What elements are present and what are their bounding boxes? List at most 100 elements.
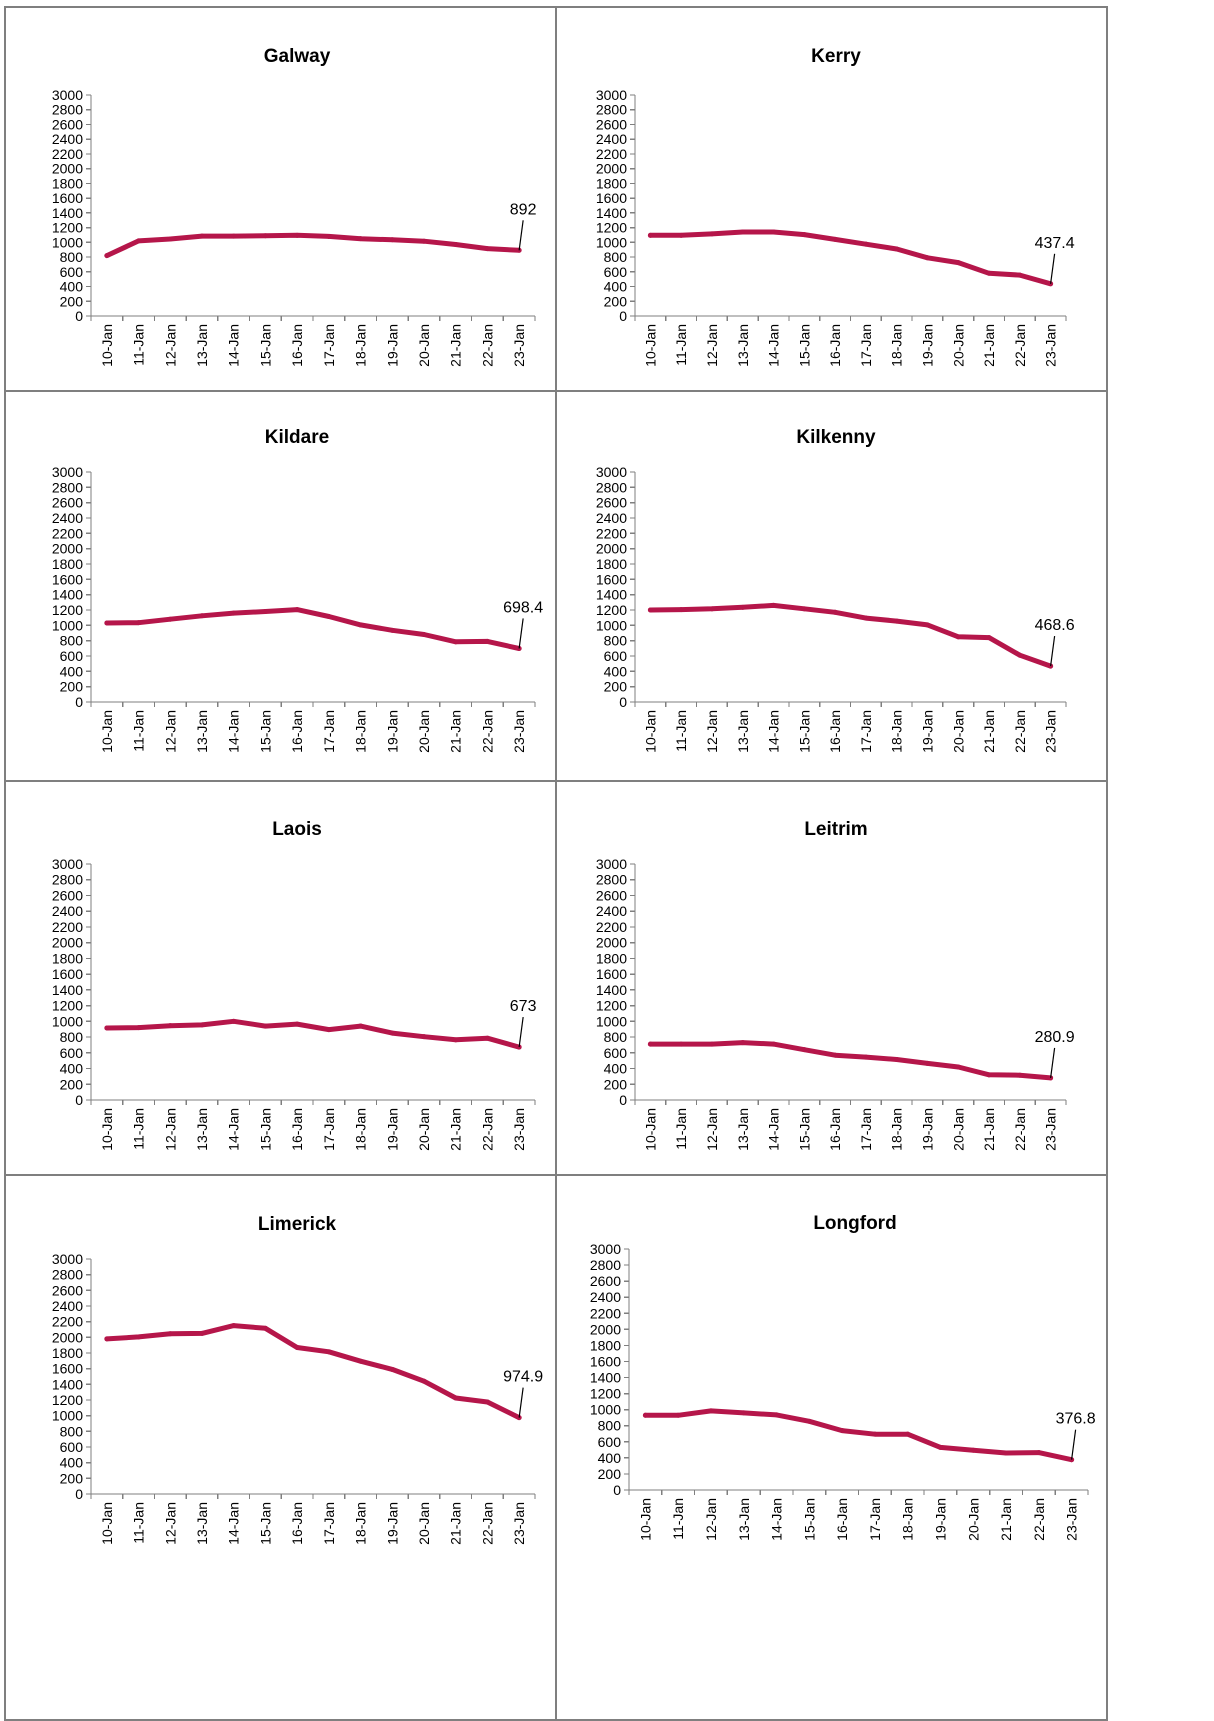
data-point (294, 1345, 300, 1351)
data-point (863, 1054, 869, 1060)
x-tick-label: 13-Jan (194, 1502, 210, 1545)
y-tick-label: 1000 (52, 1013, 83, 1029)
x-tick-label: 20-Jan (950, 1108, 966, 1151)
y-tick-label: 1600 (52, 966, 83, 982)
data-point (955, 634, 961, 640)
x-tick-label: 22-Jan (1012, 1108, 1028, 1151)
y-tick-label: 200 (60, 1076, 84, 1092)
data-point (326, 233, 332, 239)
x-tick-label: 11-Jan (673, 710, 689, 752)
data-label-leader (1050, 1047, 1056, 1078)
y-tick-label: 1400 (596, 587, 627, 603)
data-point (678, 607, 684, 613)
x-tick-label: 10-Jan (637, 1498, 653, 1541)
y-tick-label: 2400 (52, 1298, 83, 1314)
y-tick-label: 0 (619, 694, 627, 710)
data-point (924, 622, 930, 628)
x-tick-label: 23-Jan (1064, 1498, 1080, 1541)
data-point (231, 610, 237, 616)
x-tick-label: 16-Jan (827, 710, 843, 753)
x-tick-label: 17-Jan (321, 710, 337, 753)
x-tick-label: 18-Jan (353, 710, 369, 753)
y-tick-label: 2000 (52, 161, 83, 177)
y-tick-label: 2200 (52, 146, 83, 162)
chart-title: Galway (264, 46, 331, 67)
y-tick-label: 600 (60, 648, 84, 664)
x-tick-label: 10-Jan (99, 710, 115, 753)
data-point (894, 1056, 900, 1062)
y-tick-label: 1800 (52, 950, 83, 966)
x-tick-label: 22-Jan (479, 1108, 495, 1151)
y-tick-label: 1000 (52, 234, 83, 250)
y-tick-label: 400 (60, 1061, 84, 1077)
data-label-leader (1071, 1429, 1077, 1460)
y-tick-label: 2000 (52, 541, 83, 557)
y-tick-label: 1800 (52, 556, 83, 572)
data-label: 280.9 (1035, 1029, 1075, 1046)
chart-kerry: Kerry02004006008001000120014001600180020… (596, 46, 1075, 367)
y-tick-label: 1000 (596, 1013, 627, 1029)
y-tick-label: 600 (604, 1045, 628, 1061)
chart-title: Kilkenny (796, 427, 876, 448)
data-point (389, 237, 395, 243)
data-point (231, 233, 237, 239)
x-tick-label: 17-Jan (858, 1108, 874, 1151)
x-tick-label: 10-Jan (99, 1502, 115, 1545)
y-tick-label: 1200 (52, 998, 83, 1014)
y-tick-label: 1200 (596, 220, 627, 236)
x-tick-label: 15-Jan (257, 324, 273, 367)
data-label-leader (1050, 635, 1056, 667)
data-point (708, 1408, 714, 1414)
y-tick-label: 1800 (52, 175, 83, 191)
x-tick-label: 21-Jan (448, 1502, 464, 1545)
data-point (167, 236, 173, 242)
data-point (771, 602, 777, 608)
data-point (421, 1034, 427, 1040)
x-tick-label: 14-Jan (226, 1502, 242, 1545)
data-point (678, 232, 684, 238)
y-tick-label: 2800 (52, 872, 83, 888)
y-tick-label: 2200 (52, 1314, 83, 1330)
data-point (389, 1366, 395, 1372)
y-tick-label: 1600 (52, 571, 83, 587)
x-tick-label: 21-Jan (981, 710, 997, 753)
x-tick-label: 18-Jan (353, 324, 369, 367)
y-tick-label: 2200 (590, 1305, 621, 1321)
x-tick-label: 22-Jan (479, 710, 495, 753)
x-tick-label: 12-Jan (162, 710, 178, 753)
x-tick-label: 23-Jan (1043, 324, 1059, 367)
y-tick-label: 3000 (52, 856, 83, 872)
chart-title: Leitrim (804, 819, 867, 840)
y-tick-label: 400 (60, 663, 84, 679)
x-tick-label: 16-Jan (289, 1502, 305, 1545)
data-point (832, 1052, 838, 1058)
data-point (832, 236, 838, 242)
y-tick-label: 1200 (52, 602, 83, 618)
y-tick-label: 1800 (590, 1337, 621, 1353)
data-label-leader (518, 1387, 524, 1418)
x-tick-label: 17-Jan (321, 324, 337, 367)
data-point (358, 1023, 364, 1029)
y-tick-label: 0 (75, 1092, 83, 1108)
y-tick-label: 3000 (52, 464, 83, 480)
series-line-longford (642, 1408, 1075, 1463)
y-tick-label: 400 (604, 279, 628, 295)
data-point (1017, 652, 1023, 658)
y-tick-label: 0 (619, 308, 627, 324)
x-tick-label: 18-Jan (900, 1498, 916, 1541)
x-tick-label: 20-Jan (416, 1502, 432, 1545)
y-tick-label: 1400 (596, 982, 627, 998)
data-point (231, 1018, 237, 1024)
y-tick-label: 2400 (596, 903, 627, 919)
y-tick-label: 600 (60, 264, 84, 280)
x-tick-label: 13-Jan (194, 1108, 210, 1151)
data-point (801, 232, 807, 238)
x-tick-label: 21-Jan (981, 1108, 997, 1151)
y-tick-label: 1400 (52, 1376, 83, 1392)
y-tick-label: 1400 (52, 205, 83, 221)
data-point (199, 1022, 205, 1028)
x-tick-label: 17-Jan (858, 710, 874, 753)
data-point (262, 1325, 268, 1331)
y-tick-label: 2000 (596, 541, 627, 557)
x-tick-label: 11-Jan (131, 324, 147, 366)
